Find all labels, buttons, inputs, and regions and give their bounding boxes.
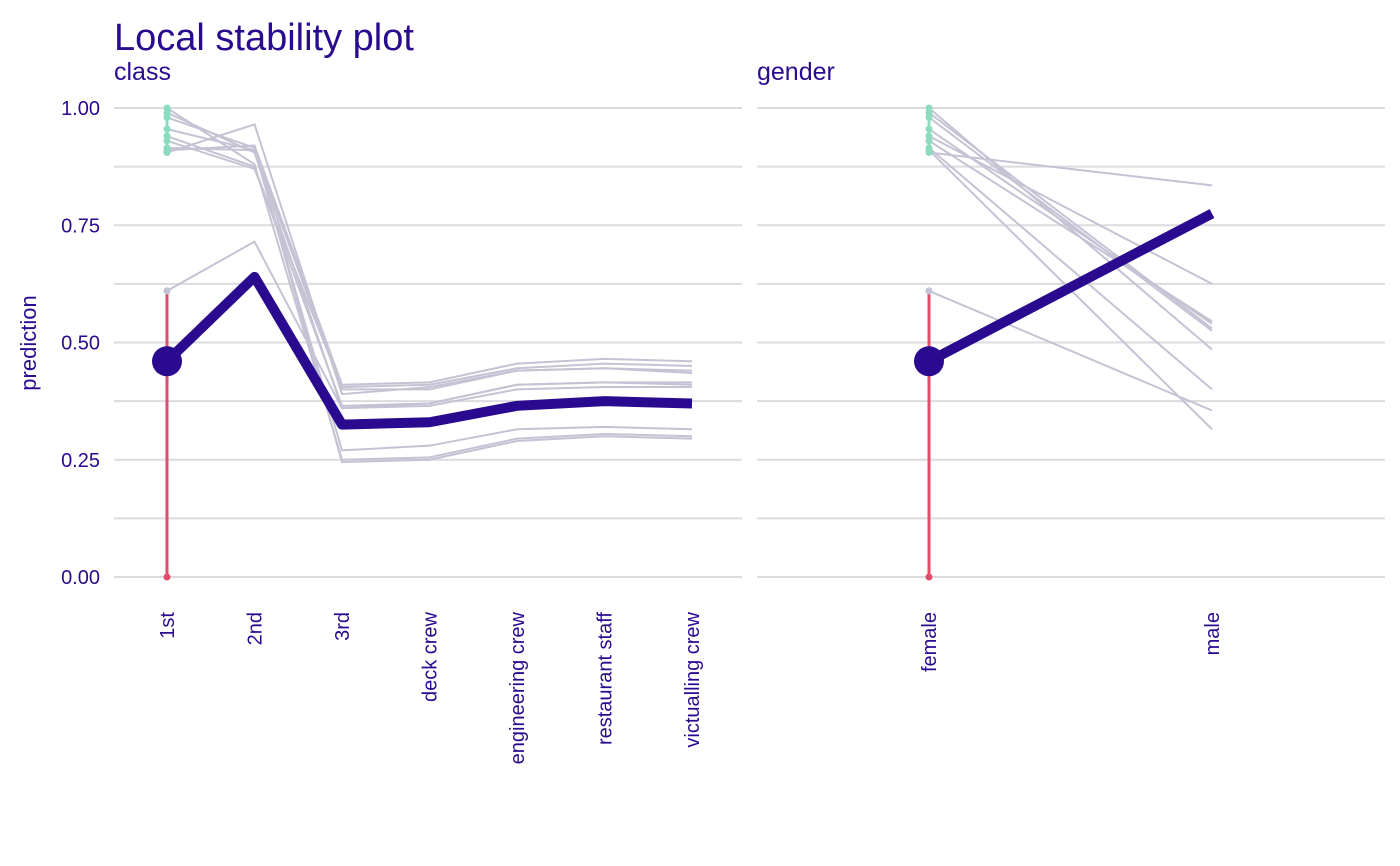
x-tick-label: engineering crew [507,611,529,764]
main-profile-line [926,209,1215,366]
x-tick-label: restaurant staff [595,612,617,745]
x-tick-label: female [919,612,941,672]
observation-point [914,346,944,377]
neighbor-point [925,144,933,152]
neighbor-profile-line [166,123,693,396]
neighbor-profile-line [928,147,1213,391]
y-tick-label: 0.25 [61,450,100,472]
neighbor-point [925,137,933,145]
neighbor-point [163,144,171,152]
main-profile-line [163,271,693,430]
neighbor-profile-line [928,111,1213,330]
residual-end-point [163,573,171,581]
neighbor-profile-line [166,240,692,410]
panel-gender: gender female male [757,58,1385,672]
y-tick-label: 0.00 [61,567,100,589]
panels: class 1st 2nd 3rd deck crew engineering crew r… [114,58,1385,764]
neighbor-profile-line [166,139,693,389]
observation-point [152,346,182,377]
chart-title: Local stability plot [114,17,414,59]
x-tick-label: deck crew [420,611,442,702]
y-axis-ticks: 0.00 0.25 0.50 0.75 1.00 [61,98,100,589]
neighbor-profile-line [928,139,1213,323]
neighbor-point [925,125,933,133]
neighbor-point [163,137,171,145]
y-tick-label: 1.00 [61,98,100,120]
neighbor-point [163,109,171,117]
neighbor-profile-line [166,111,693,410]
x-tick-label: male [1202,612,1224,655]
neighbor-profile-line [166,135,692,407]
x-tick-label: 3rd [332,612,354,641]
neighbor-profile-line [928,151,1213,187]
facet-title: class [114,58,171,86]
y-tick-label: 0.50 [61,333,100,355]
neighbor-profile-line [166,144,693,386]
neighbor-profile-line [166,107,693,461]
x-tick-label: victualling crew [682,611,704,747]
neighbor-point [925,287,933,295]
facet-title: gender [757,58,835,86]
neighbor-point [925,109,933,117]
residual-end-point [925,573,933,581]
x-tick-label: 2nd [245,612,267,645]
neighbor-profile-line [928,289,1213,412]
neighbor-profile-line [166,146,693,391]
x-tick-label: 1st [157,612,179,639]
panel-class: class 1st 2nd 3rd deck crew engineering crew r… [114,58,742,764]
y-tick-label: 0.75 [61,215,100,237]
neighbor-point [163,287,171,295]
neighbor-profile-line [928,116,1213,332]
neighbor-profile-line [166,116,693,464]
y-axis-title: prediction [16,295,41,390]
neighbor-point [163,125,171,133]
